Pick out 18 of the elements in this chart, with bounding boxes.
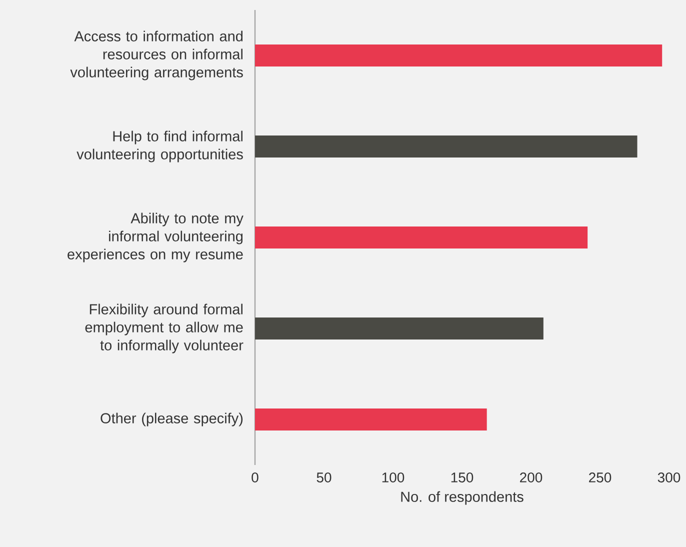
x-axis-title: No. of respondents — [401, 491, 524, 505]
bar — [255, 318, 544, 340]
bar — [255, 44, 662, 67]
bar — [255, 136, 638, 158]
x-tick-label: 0 — [252, 472, 258, 482]
x-tick-label: 150 — [451, 472, 474, 482]
y-tick-label: Flexibility around formal employment to allow me to informally volunteer — [85, 304, 244, 354]
y-tick-label: Ability to note my informal volunteering experiences on my resume — [68, 212, 244, 262]
bar — [255, 226, 588, 249]
x-tick-label: 200 — [520, 472, 542, 482]
x-tick-label: 300 — [658, 472, 680, 482]
y-tick-label: Other (please specify) — [100, 412, 243, 426]
bar — [255, 408, 487, 431]
y-tick-label: Access to information and resources on informal volunteering arrangements — [70, 30, 243, 80]
y-tick-label: Help to find informal volunteering opportunities — [76, 130, 243, 162]
x-tick-label: 250 — [589, 472, 612, 482]
x-tick-label: 50 — [316, 472, 332, 482]
x-tick-label: 100 — [382, 472, 404, 482]
